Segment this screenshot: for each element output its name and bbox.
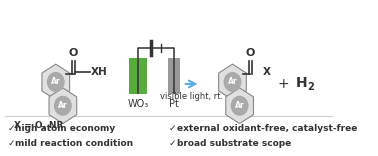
Circle shape bbox=[223, 72, 242, 92]
Polygon shape bbox=[226, 88, 254, 124]
Circle shape bbox=[54, 96, 72, 116]
Text: ✓: ✓ bbox=[8, 139, 15, 148]
Text: Ar: Ar bbox=[58, 101, 68, 110]
Text: ✓: ✓ bbox=[169, 139, 176, 148]
Text: +: + bbox=[277, 77, 289, 91]
Text: Pt: Pt bbox=[169, 99, 179, 109]
Circle shape bbox=[231, 96, 249, 116]
Text: H: H bbox=[296, 76, 307, 90]
Text: WO₃: WO₃ bbox=[128, 99, 149, 109]
Text: ✓: ✓ bbox=[8, 124, 15, 133]
Text: broad substrate scope: broad substrate scope bbox=[177, 139, 291, 148]
Text: Ar: Ar bbox=[51, 78, 60, 86]
Circle shape bbox=[47, 72, 65, 92]
Text: O: O bbox=[69, 48, 78, 58]
Text: mild reaction condition: mild reaction condition bbox=[15, 139, 133, 148]
Text: XH: XH bbox=[91, 67, 108, 77]
Text: visible light, rt.: visible light, rt. bbox=[160, 92, 223, 101]
Text: Ar: Ar bbox=[235, 101, 245, 110]
Text: X = O, NR: X = O, NR bbox=[14, 121, 64, 130]
Text: X: X bbox=[263, 67, 271, 77]
Text: 2: 2 bbox=[307, 82, 314, 92]
Polygon shape bbox=[218, 64, 246, 100]
FancyBboxPatch shape bbox=[130, 58, 147, 94]
Text: external oxidant-free, catalyst-free: external oxidant-free, catalyst-free bbox=[177, 124, 357, 133]
Polygon shape bbox=[49, 88, 77, 124]
FancyBboxPatch shape bbox=[168, 58, 180, 94]
Text: ✓: ✓ bbox=[169, 124, 176, 133]
Text: high atom economy: high atom economy bbox=[15, 124, 116, 133]
Text: Ar: Ar bbox=[228, 78, 237, 86]
Polygon shape bbox=[42, 64, 70, 100]
Text: O: O bbox=[246, 48, 255, 58]
